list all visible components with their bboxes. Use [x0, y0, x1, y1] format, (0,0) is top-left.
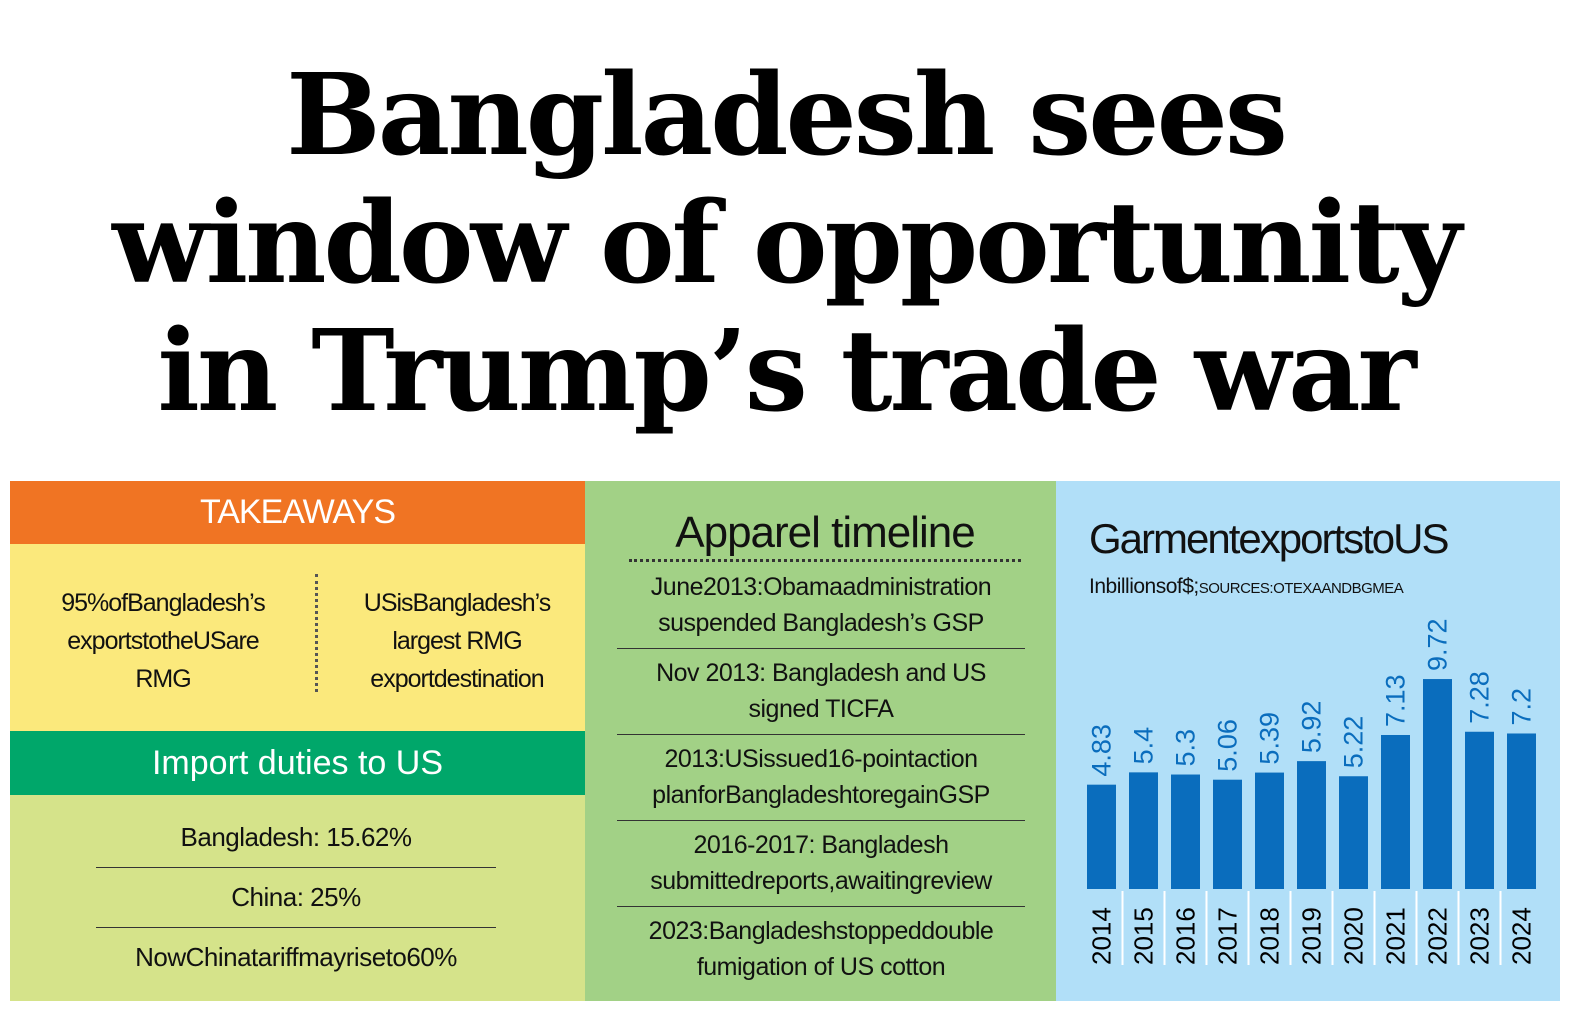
- duty-row-future: NowChinatariffmayriseto60%: [135, 942, 457, 972]
- bar-value-label: 5.92: [1297, 701, 1327, 754]
- bar-2014: [1087, 784, 1116, 889]
- bar-value-label: 7.28: [1465, 671, 1495, 724]
- category-label: 2018: [1255, 907, 1285, 965]
- category-label: 2014: [1087, 907, 1117, 965]
- timeline-item-line: Nov 2013: Bangladesh and US: [656, 659, 986, 687]
- category-label: 2016: [1171, 907, 1201, 965]
- bar-2017: [1213, 779, 1242, 889]
- bar-value-label: 5.22: [1339, 716, 1369, 769]
- headline-line-3: in Trump’s trade war: [157, 306, 1416, 437]
- category-label: 2022: [1423, 907, 1453, 965]
- takeaways-panel: TAKEAWAYS 95%ofBangladesh’s exportstothe…: [10, 481, 585, 1001]
- takeaway-left: 95%ofBangladesh’s exportstotheUSare RMG: [18, 584, 308, 698]
- bar-value-label: 7.2: [1507, 688, 1537, 726]
- bar-chart: 4.83 2014 5.4 2015 5.3 2016 5.06 2017 5.39 2018 5.…: [1087, 618, 1537, 965]
- timeline-item-line: fumigation of US cotton: [696, 953, 946, 981]
- timeline-item: Nov 2013: Bangladesh and US signed TICFA: [617, 649, 1025, 735]
- timeline-item-line: submittedreports,awaitingreview: [650, 867, 992, 895]
- category-label: 2015: [1129, 907, 1159, 965]
- takeaway-right-line: USisBangladesh’s: [363, 589, 551, 617]
- timeline-item-line: 2013:USissued16-pointaction: [664, 745, 978, 773]
- takeaway-left-line: 95%ofBangladesh’s: [61, 589, 266, 617]
- headline-line-1: Bangladesh sees: [286, 50, 1288, 181]
- bar-2016: [1171, 774, 1200, 889]
- bar-value-label: 4.83: [1087, 724, 1117, 777]
- category-label: 2019: [1297, 907, 1327, 965]
- category-label: 2024: [1507, 907, 1537, 965]
- timeline-item-line: June2013:Obamaadministration: [650, 573, 992, 601]
- bar-value-label: 5.4: [1129, 727, 1159, 765]
- timeline-item: June2013:Obamaadministration suspended B…: [617, 563, 1025, 649]
- timeline-item: 2023:Bangladeshstoppeddouble fumigation …: [617, 907, 1025, 993]
- takeaways-body: 95%ofBangladesh’s exportstotheUSare RMG …: [10, 544, 585, 731]
- bar-2019: [1297, 761, 1326, 889]
- import-duties-body: Bangladesh: 15.62% China: 25% NowChinata…: [10, 795, 585, 1001]
- chart-subtitle: Inbillionsof$;SOURCES:OTEXAANDBGMEA: [1089, 573, 1404, 603]
- timeline-title: Apparel timeline: [629, 507, 1021, 562]
- takeaway-right: USisBangladesh’s largest RMG exportdesti…: [332, 584, 582, 698]
- timeline-item-line: 2016-2017: Bangladesh: [693, 831, 949, 859]
- takeaway-left-line: exportstotheUSare: [67, 627, 259, 655]
- timeline-panel: Apparel timeline June2013:Obamaadministr…: [585, 481, 1056, 1001]
- category-label: 2023: [1465, 907, 1495, 965]
- bar-value-label: 7.13: [1381, 674, 1411, 727]
- takeaways-divider: [315, 574, 318, 692]
- category-label: 2017: [1213, 907, 1243, 965]
- bar-2021: [1381, 734, 1410, 889]
- chart-subtitle-main: Inbillionsof$;: [1089, 575, 1199, 598]
- category-label: 2020: [1339, 907, 1369, 965]
- headline-line-2: window of opportunity: [112, 178, 1462, 309]
- bar-value-label: 9.72: [1423, 618, 1453, 671]
- bar-value-label: 5.3: [1171, 729, 1201, 767]
- bar-2018: [1255, 772, 1284, 889]
- timeline-item-line: 2023:Bangladeshstoppeddouble: [648, 917, 994, 945]
- takeaway-right-line: exportdestination: [370, 665, 544, 693]
- timeline-item-line: signed TICFA: [748, 695, 894, 723]
- bar-2022: [1423, 679, 1452, 889]
- import-duties-header: Import duties to US: [10, 731, 585, 795]
- bar-2020: [1339, 776, 1368, 889]
- takeaway-left-line: RMG: [135, 665, 191, 693]
- duty-row-china: China: 25%: [96, 867, 496, 928]
- headline: Bangladesh sees window of opportunity in…: [0, 52, 1571, 436]
- chart-panel: GarmentexportstoUS Inbillionsof$;SOURCES…: [1056, 481, 1560, 1001]
- chart-subtitle-source: SOURCES:OTEXAANDBGMEA: [1198, 580, 1404, 597]
- takeaway-right-line: largest RMG: [392, 627, 522, 655]
- chart-title: GarmentexportstoUS: [1089, 515, 1449, 562]
- timeline-item-line: suspended Bangladesh’s GSP: [658, 609, 984, 637]
- category-label: 2021: [1381, 907, 1411, 965]
- timeline-item: 2016-2017: Bangladesh submittedreports,a…: [617, 821, 1025, 907]
- duty-row-bangladesh: Bangladesh: 15.62%: [96, 807, 496, 868]
- bar-value-label: 5.39: [1255, 712, 1285, 765]
- timeline-item-line: planforBangladeshtoregainGSP: [652, 781, 990, 809]
- bar-2015: [1129, 772, 1158, 889]
- bar-2023: [1465, 731, 1494, 889]
- takeaways-header: TAKEAWAYS: [10, 481, 585, 544]
- timeline-item: 2013:USissued16-pointaction planforBangl…: [617, 735, 1025, 821]
- bar-value-label: 5.06: [1213, 719, 1243, 772]
- bar-2024: [1507, 733, 1536, 889]
